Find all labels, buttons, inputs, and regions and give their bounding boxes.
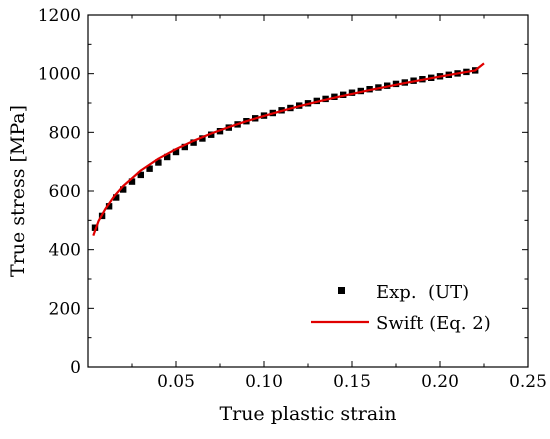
data-point	[155, 159, 162, 166]
y-tick-label: 400	[49, 241, 81, 261]
legend-label-swift: Swift (Eq. 2)	[376, 313, 491, 334]
x-axis-title: True plastic strain	[219, 403, 396, 425]
y-tick-label: 600	[49, 182, 81, 202]
plot-data-layer	[91, 62, 485, 236]
legend-marker-exp	[338, 287, 345, 294]
y-tick-label: 0	[70, 358, 81, 378]
x-tick-label: 0.10	[245, 372, 283, 392]
y-tick-label: 1200	[38, 6, 81, 26]
y-tick-label: 800	[49, 123, 81, 143]
data-point	[172, 148, 180, 156]
data-point	[146, 165, 153, 172]
x-tick-label: 0.25	[509, 372, 547, 392]
data-point	[113, 194, 120, 201]
legend-label-exp: Exp. (UT)	[376, 282, 469, 303]
x-tick-label: 0.15	[333, 372, 371, 392]
data-point	[348, 89, 356, 96]
data-point	[199, 135, 206, 142]
legend: Exp. (UT) Swift (Eq. 2)	[311, 282, 491, 334]
data-point	[190, 139, 197, 146]
y-axis-title: True stress [MPa]	[7, 105, 29, 277]
data-point	[164, 153, 171, 161]
y-tick-label: 1000	[38, 65, 81, 85]
data-point	[181, 143, 188, 151]
y-tick-label: 200	[49, 299, 81, 319]
data-point	[105, 203, 113, 210]
x-tick-label: 0.20	[421, 372, 459, 392]
data-point	[128, 178, 136, 185]
series-line-1	[92, 62, 485, 236]
axes-layer: 0.05 0.10 0.15 0.20 0.25 0 200 400 600 800 1000 120…	[7, 6, 547, 425]
data-point	[120, 186, 127, 193]
data-point	[208, 131, 215, 138]
data-point	[137, 171, 144, 179]
x-tick-label: 0.05	[157, 372, 195, 392]
